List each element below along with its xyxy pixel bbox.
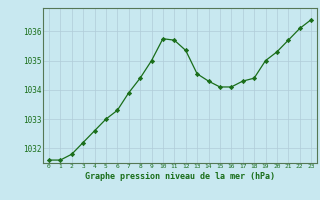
X-axis label: Graphe pression niveau de la mer (hPa): Graphe pression niveau de la mer (hPa) xyxy=(85,172,275,181)
